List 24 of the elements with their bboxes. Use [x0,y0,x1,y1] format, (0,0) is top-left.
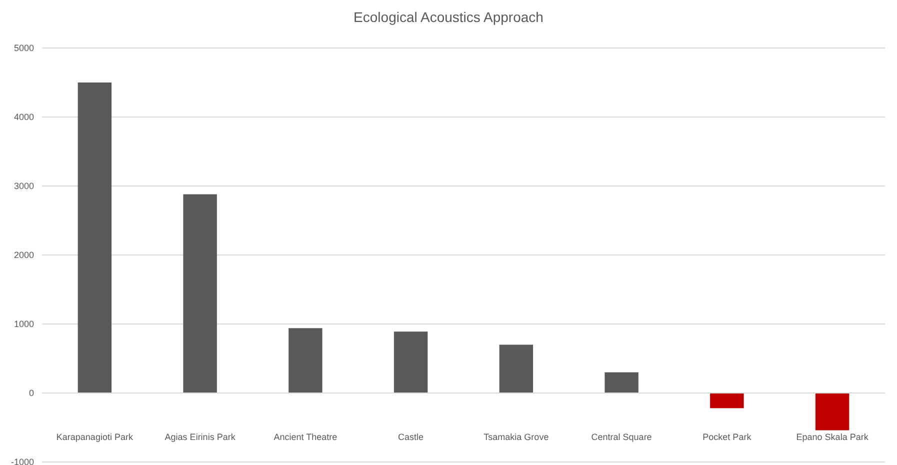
x-tick-label: Pocket Park [702,432,752,442]
y-tick-label: -1000 [10,456,34,465]
x-tick-label: Karapanagioti Park [56,432,134,442]
bar [499,344,534,393]
bar [710,393,744,408]
y-tick-label: 1000 [14,318,34,329]
x-tick-label: Ancient Theatre [274,432,338,442]
x-tick-label: Tsamakia Grove [484,432,549,442]
y-tick-label: 2000 [14,250,34,260]
x-tick-label: Epano Skala Park [796,432,869,442]
bar [815,393,850,430]
bar [604,372,638,393]
chart-title: Ecological Acoustics Approach [354,9,544,25]
bar [78,82,112,393]
x-tick-label: Central Square [591,432,652,442]
bar [183,194,217,393]
bar [394,332,428,393]
y-tick-label: 0 [28,388,34,398]
bar [288,328,322,393]
y-tick-label: 5000 [14,42,34,53]
y-tick-label: 3000 [14,180,34,191]
x-tick-label: Agias Eirinis Park [164,432,236,442]
y-tick-label: 4000 [14,112,34,122]
x-tick-label: Castle [398,432,424,442]
